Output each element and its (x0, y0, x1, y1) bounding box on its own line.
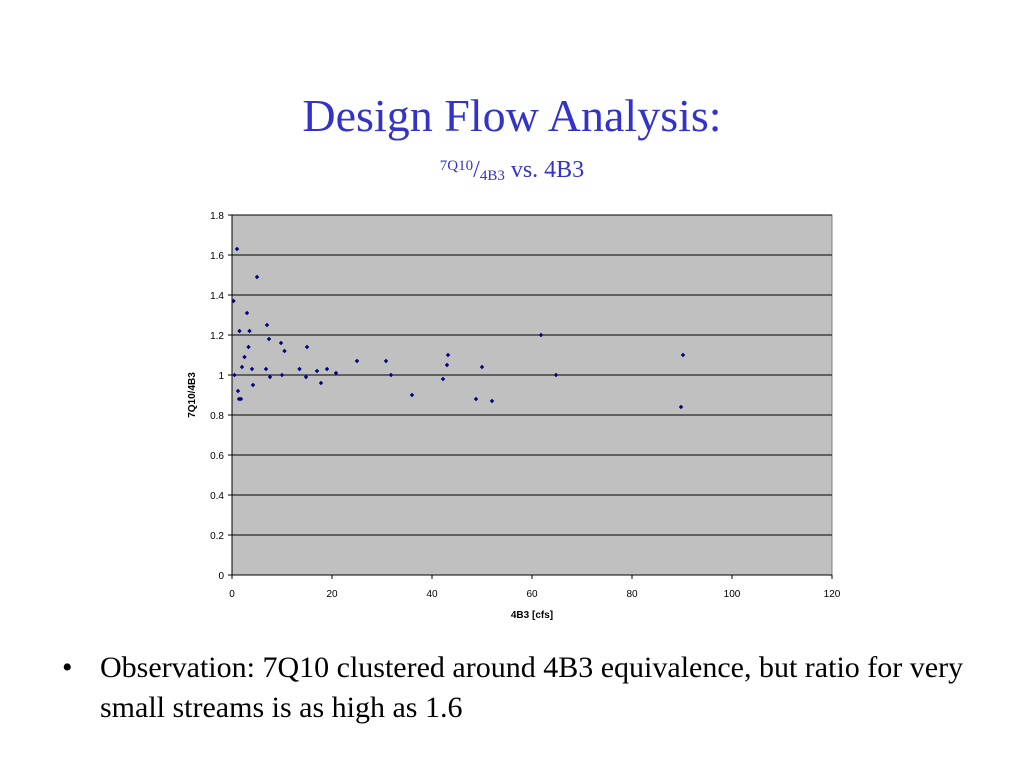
data-point (680, 352, 686, 358)
plot-area (231, 214, 833, 576)
subtitle-rest: vs. 4B3 (504, 157, 585, 183)
data-point (235, 388, 241, 394)
data-point (264, 322, 270, 328)
data-point (388, 372, 394, 378)
data-point (333, 370, 339, 376)
data-point (553, 372, 559, 378)
data-point (234, 246, 240, 252)
y-tick-label: 0.6 (210, 451, 224, 462)
data-point (324, 366, 330, 372)
data-point (282, 348, 287, 354)
data-points (231, 246, 686, 410)
x-tick-label: 40 (426, 589, 438, 600)
data-point (409, 392, 415, 398)
y-tick-label: 1.4 (210, 291, 224, 302)
data-point (383, 358, 389, 364)
data-point (244, 310, 250, 316)
x-tick-label: 0 (229, 589, 235, 600)
y-tick-label: 1.2 (210, 331, 224, 342)
y-tick-label: 1.8 (210, 211, 224, 222)
data-point (489, 398, 495, 404)
data-point (279, 372, 285, 378)
x-tick-label: 20 (326, 589, 338, 600)
y-tick-label: 0.8 (210, 411, 224, 422)
subtitle-slash: / (473, 157, 480, 183)
data-point (354, 358, 360, 364)
data-point (249, 366, 255, 372)
data-point (444, 362, 450, 368)
data-point (297, 366, 302, 372)
y-tick-label: 1.6 (210, 251, 224, 262)
data-point (440, 376, 446, 382)
data-point (250, 382, 256, 388)
observation-text: Observation: 7Q10 clustered around 4B3 e… (100, 651, 964, 724)
data-point (473, 396, 479, 402)
data-point (318, 380, 324, 386)
data-point (303, 374, 309, 380)
data-point (242, 354, 247, 360)
gridlines (232, 214, 832, 536)
data-point (267, 374, 273, 380)
y-tick-label: 1 (218, 371, 224, 382)
data-point (314, 368, 320, 374)
data-point (239, 364, 245, 370)
data-point (247, 328, 252, 334)
slide-title: Design Flow Analysis: (302, 90, 722, 141)
data-point (445, 352, 451, 358)
subtitle-numerator: 7Q10 (439, 158, 474, 174)
y-tick-label: 0.2 (210, 531, 224, 542)
data-point (238, 396, 244, 402)
data-point (479, 364, 485, 370)
x-axis-label: 4B3 [cfs] (511, 610, 553, 621)
x-tick-label: 60 (526, 589, 538, 600)
data-point (254, 274, 260, 280)
x-tick-label: 100 (724, 589, 741, 600)
y-tick-label: 0.4 (210, 491, 224, 502)
x-tick-label: 80 (626, 589, 638, 600)
bullet-symbol: • (62, 651, 73, 684)
data-point (278, 340, 284, 346)
y-axis-ticks: 0 0.2 0.4 0.6 0.8 1 1.2 1.4 1.6 1.8 (210, 211, 232, 582)
slide-subtitle: 7Q10/4B3 vs. 4B3 (0, 148, 1024, 194)
data-point (538, 332, 544, 338)
data-point (246, 344, 251, 350)
y-tick-label: 0 (218, 571, 224, 582)
subtitle-denominator: 4B3 (479, 168, 505, 184)
y-axis-label: 7Q10/4B3 (187, 372, 198, 418)
data-point (266, 336, 272, 342)
scatter-chart: 0 0.2 0.4 0.6 0.8 1 1.2 1.4 1.6 1.8 0 20 40 60 80 100 1… (187, 211, 841, 621)
x-tick-label: 120 (824, 589, 841, 600)
data-point (304, 344, 310, 350)
data-point (678, 404, 684, 410)
data-point (231, 298, 236, 304)
data-point (232, 372, 237, 378)
data-point (263, 366, 269, 372)
data-point (237, 328, 242, 334)
x-axis-ticks: 0 20 40 60 80 100 120 (229, 575, 841, 600)
